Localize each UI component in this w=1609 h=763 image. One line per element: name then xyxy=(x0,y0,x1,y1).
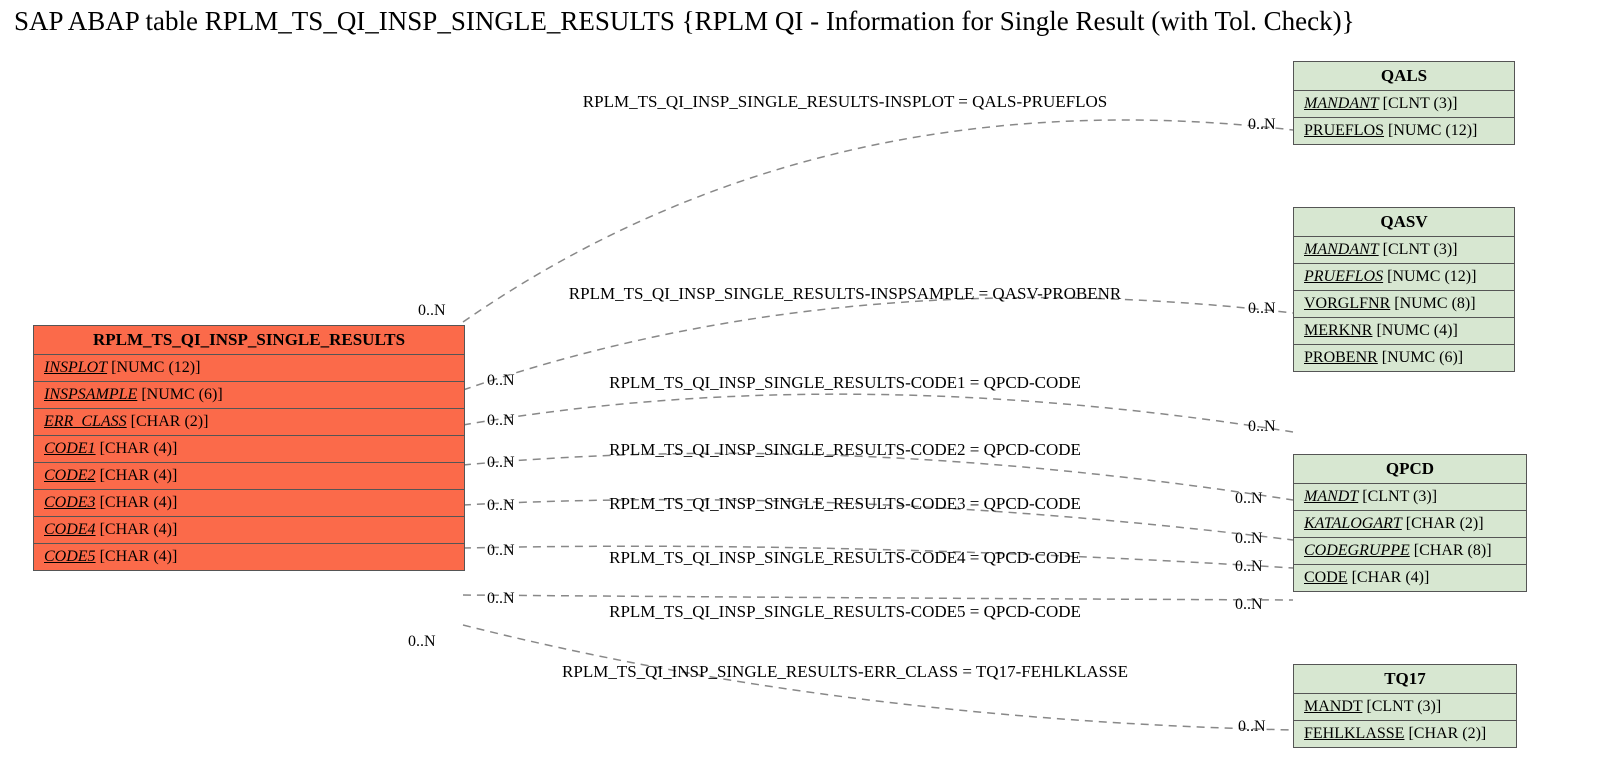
relation-label: RPLM_TS_QI_INSP_SINGLE_RESULTS-INSPLOT =… xyxy=(583,92,1107,112)
relation-label: RPLM_TS_QI_INSP_SINGLE_RESULTS-INSPSAMPL… xyxy=(569,284,1121,304)
cardinality-source: 0..N xyxy=(418,302,446,320)
entity-header: RPLM_TS_QI_INSP_SINGLE_RESULTS xyxy=(34,326,464,355)
entity-field: CODE5 [CHAR (4)] xyxy=(34,544,464,570)
page-title: SAP ABAP table RPLM_TS_QI_INSP_SINGLE_RE… xyxy=(14,6,1355,37)
cardinality-source: 0..N xyxy=(487,497,515,515)
cardinality-source: 0..N xyxy=(487,590,515,608)
entity-header: QPCD xyxy=(1294,455,1526,484)
cardinality-target: 0..N xyxy=(1235,558,1263,576)
diagram-canvas: SAP ABAP table RPLM_TS_QI_INSP_SINGLE_RE… xyxy=(0,0,1609,763)
relation-label: RPLM_TS_QI_INSP_SINGLE_RESULTS-CODE4 = Q… xyxy=(609,548,1081,568)
entity-header: QASV xyxy=(1294,208,1514,237)
cardinality-target: 0..N xyxy=(1238,718,1266,736)
entity-header: TQ17 xyxy=(1294,665,1516,694)
cardinality-target: 0..N xyxy=(1235,490,1263,508)
entity-field: CODE4 [CHAR (4)] xyxy=(34,517,464,544)
cardinality-source: 0..N xyxy=(487,454,515,472)
entity-field: KATALOGART [CHAR (2)] xyxy=(1294,511,1526,538)
entity-field: MANDANT [CLNT (3)] xyxy=(1294,91,1514,118)
relation-label: RPLM_TS_QI_INSP_SINGLE_RESULTS-CODE2 = Q… xyxy=(609,440,1081,460)
entity-qpcd: QPCDMANDT [CLNT (3)]KATALOGART [CHAR (2)… xyxy=(1293,454,1527,592)
entity-field: VORGLFNR [NUMC (8)] xyxy=(1294,291,1514,318)
entity-tq17: TQ17MANDT [CLNT (3)]FEHLKLASSE [CHAR (2)… xyxy=(1293,664,1517,748)
cardinality-target: 0..N xyxy=(1235,530,1263,548)
cardinality-source: 0..N xyxy=(487,542,515,560)
entity-field: CODE3 [CHAR (4)] xyxy=(34,490,464,517)
cardinality-target: 0..N xyxy=(1235,596,1263,614)
entity-field: MERKNR [NUMC (4)] xyxy=(1294,318,1514,345)
cardinality-target: 0..N xyxy=(1248,116,1276,134)
cardinality-target: 0..N xyxy=(1248,418,1276,436)
relation-label: RPLM_TS_QI_INSP_SINGLE_RESULTS-ERR_CLASS… xyxy=(562,662,1128,682)
cardinality-source: 0..N xyxy=(487,372,515,390)
entity-field: CODEGRUPPE [CHAR (8)] xyxy=(1294,538,1526,565)
cardinality-source: 0..N xyxy=(487,412,515,430)
entity-header: QALS xyxy=(1294,62,1514,91)
relation-label: RPLM_TS_QI_INSP_SINGLE_RESULTS-CODE1 = Q… xyxy=(609,373,1081,393)
entity-field: MANDT [CLNT (3)] xyxy=(1294,484,1526,511)
cardinality-target: 0..N xyxy=(1248,300,1276,318)
relation-edge xyxy=(463,595,1293,600)
relation-label: RPLM_TS_QI_INSP_SINGLE_RESULTS-CODE3 = Q… xyxy=(609,494,1081,514)
entity-field: CODE1 [CHAR (4)] xyxy=(34,436,464,463)
relation-edge xyxy=(463,453,1293,500)
entity-field: INSPLOT [NUMC (12)] xyxy=(34,355,464,382)
entity-field: INSPSAMPLE [NUMC (6)] xyxy=(34,382,464,409)
relation-edge xyxy=(463,394,1293,432)
entity-qals: QALSMANDANT [CLNT (3)]PRUEFLOS [NUMC (12… xyxy=(1293,61,1515,145)
entity-field: PRUEFLOS [NUMC (12)] xyxy=(1294,118,1514,144)
entity-field: MANDT [CLNT (3)] xyxy=(1294,694,1516,721)
cardinality-source: 0..N xyxy=(408,633,436,651)
entity-field: FEHLKLASSE [CHAR (2)] xyxy=(1294,721,1516,747)
entity-src: RPLM_TS_QI_INSP_SINGLE_RESULTSINSPLOT [N… xyxy=(33,325,465,571)
entity-field: PRUEFLOS [NUMC (12)] xyxy=(1294,264,1514,291)
entity-field: MANDANT [CLNT (3)] xyxy=(1294,237,1514,264)
entity-qasv: QASVMANDANT [CLNT (3)]PRUEFLOS [NUMC (12… xyxy=(1293,207,1515,372)
entity-field: PROBENR [NUMC (6)] xyxy=(1294,345,1514,371)
relation-label: RPLM_TS_QI_INSP_SINGLE_RESULTS-CODE5 = Q… xyxy=(609,602,1081,622)
entity-field: ERR_CLASS [CHAR (2)] xyxy=(34,409,464,436)
entity-field: CODE [CHAR (4)] xyxy=(1294,565,1526,591)
entity-field: CODE2 [CHAR (4)] xyxy=(34,463,464,490)
